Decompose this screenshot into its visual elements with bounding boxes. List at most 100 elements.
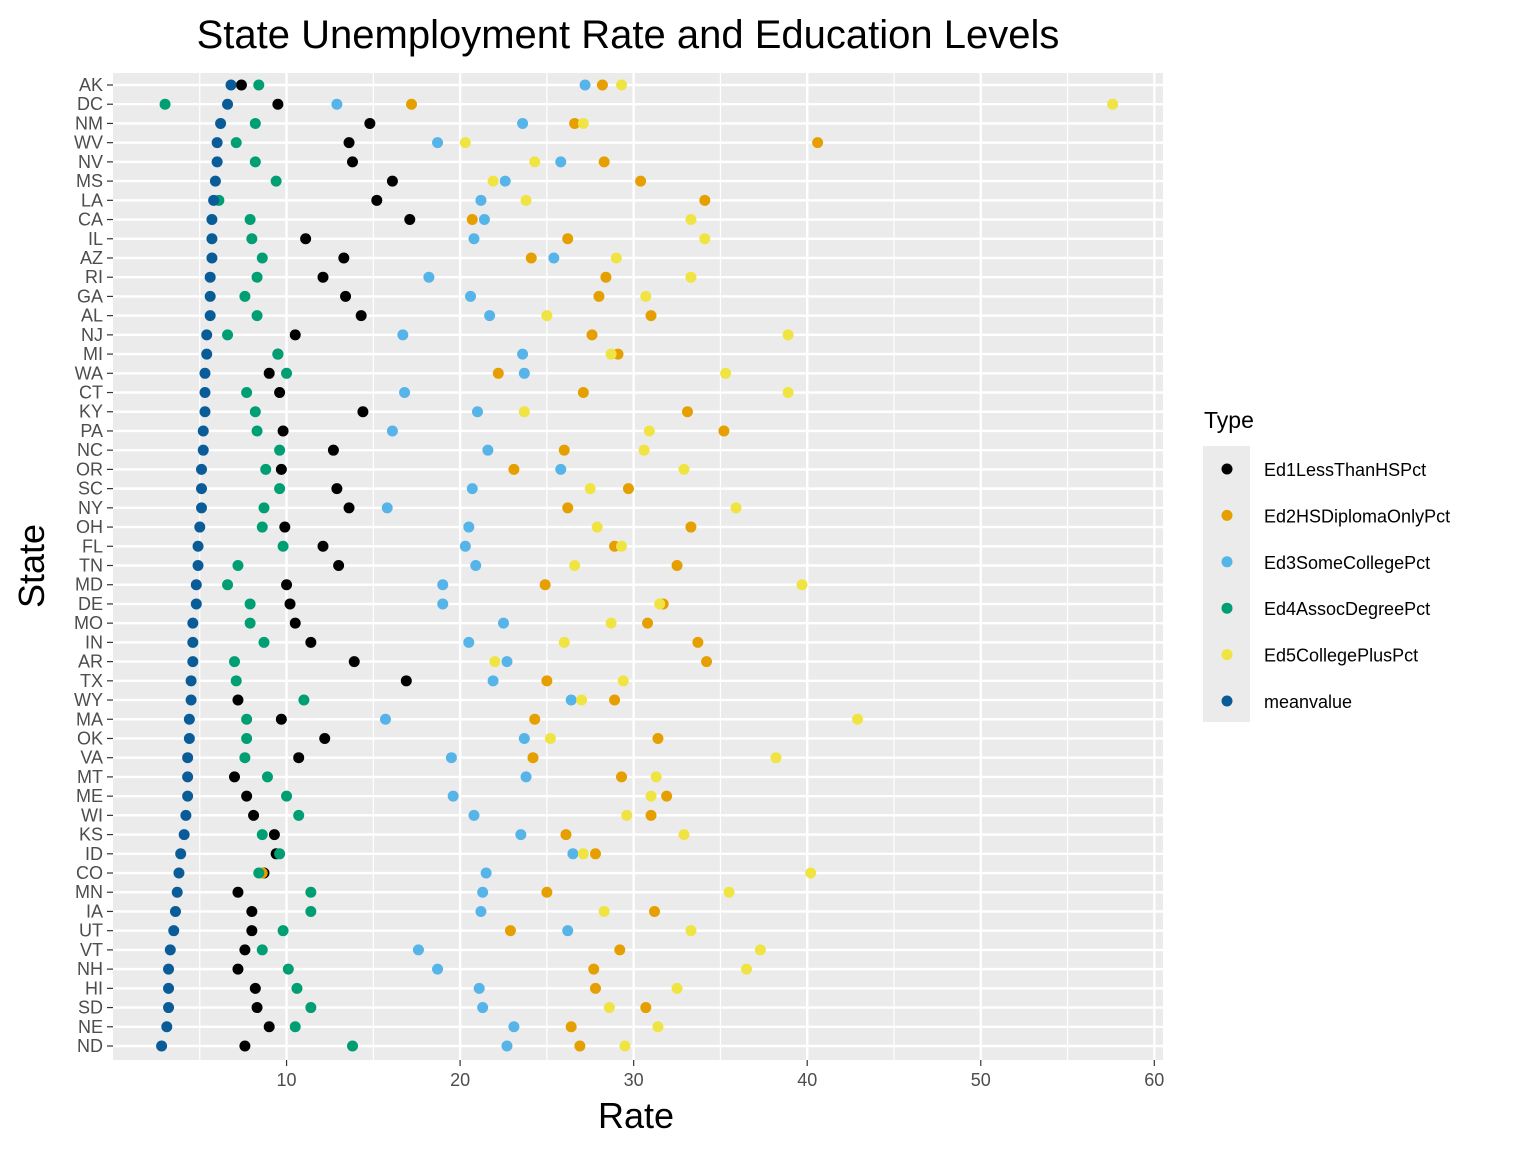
data-point bbox=[371, 194, 383, 206]
y-tick-label: RI bbox=[85, 267, 103, 287]
data-point bbox=[206, 252, 218, 264]
data-point bbox=[178, 829, 190, 841]
data-point bbox=[562, 233, 574, 245]
data-point bbox=[182, 771, 194, 783]
data-point bbox=[263, 1021, 275, 1033]
y-tick-label: IL bbox=[88, 229, 103, 249]
data-point bbox=[331, 98, 343, 110]
data-point bbox=[256, 829, 268, 841]
data-point bbox=[274, 848, 286, 860]
data-point bbox=[270, 175, 282, 187]
data-point bbox=[232, 560, 244, 571]
data-point bbox=[645, 310, 657, 322]
legend-key bbox=[1221, 649, 1233, 661]
data-point bbox=[244, 598, 256, 610]
data-point bbox=[740, 963, 752, 975]
data-point bbox=[317, 540, 329, 552]
data-point bbox=[754, 944, 766, 956]
y-tick-label: MD bbox=[75, 575, 103, 595]
data-point bbox=[477, 1002, 489, 1014]
data-point bbox=[468, 809, 480, 821]
data-point bbox=[274, 483, 286, 495]
data-point bbox=[562, 925, 574, 937]
data-point bbox=[289, 1021, 301, 1033]
data-point bbox=[558, 444, 570, 456]
y-tick-label: NY bbox=[78, 498, 103, 518]
data-point bbox=[256, 521, 268, 533]
legend-label: meanvalue bbox=[1264, 692, 1352, 712]
y-tick-marks: AKDCNMWVNVMSLACAILAZRIGAALNJMIWACTKYPANC… bbox=[74, 75, 113, 1056]
data-point bbox=[463, 636, 475, 648]
y-tick-label: ME bbox=[76, 786, 103, 806]
data-point bbox=[574, 1040, 586, 1052]
data-point bbox=[241, 713, 253, 725]
y-tick-label: WA bbox=[75, 363, 103, 383]
data-point bbox=[187, 617, 199, 629]
data-point bbox=[586, 329, 598, 341]
legend-key-background bbox=[1203, 446, 1250, 722]
y-tick-label: WY bbox=[74, 690, 103, 710]
y-tick-label: CT bbox=[79, 383, 103, 403]
legend-label: Ed3SomeCollegePct bbox=[1264, 553, 1430, 573]
data-point bbox=[364, 117, 376, 129]
data-point bbox=[187, 656, 199, 668]
data-point bbox=[473, 982, 485, 994]
data-point bbox=[518, 406, 530, 418]
y-tick-label: MT bbox=[77, 767, 103, 787]
data-point bbox=[701, 656, 713, 668]
y-tick-label: DC bbox=[77, 94, 103, 114]
y-tick-label: IA bbox=[86, 901, 103, 921]
data-point bbox=[347, 156, 359, 168]
data-point bbox=[279, 521, 291, 533]
legend-label: Ed4AssocDegreePct bbox=[1264, 599, 1430, 619]
data-point bbox=[197, 444, 209, 456]
y-tick-label: MS bbox=[76, 171, 103, 191]
data-point bbox=[190, 579, 202, 591]
data-point bbox=[246, 905, 258, 917]
data-point bbox=[404, 214, 416, 226]
data-point bbox=[685, 521, 697, 533]
data-point bbox=[244, 214, 256, 226]
data-point bbox=[241, 732, 253, 744]
data-point bbox=[642, 617, 654, 629]
data-point bbox=[605, 348, 617, 360]
y-tick-label: KS bbox=[79, 825, 103, 845]
data-point bbox=[614, 944, 626, 956]
data-point bbox=[501, 1040, 513, 1052]
data-point bbox=[699, 194, 711, 206]
data-point bbox=[222, 579, 234, 591]
data-point bbox=[567, 848, 579, 860]
data-point bbox=[518, 367, 530, 379]
y-tick-label: PA bbox=[80, 421, 103, 441]
data-point bbox=[204, 290, 216, 302]
data-point bbox=[685, 271, 697, 283]
data-point bbox=[281, 579, 293, 591]
data-point bbox=[598, 905, 610, 917]
y-axis-title: State bbox=[11, 524, 52, 608]
data-point bbox=[305, 886, 317, 898]
data-point bbox=[468, 233, 480, 245]
data-point bbox=[201, 348, 213, 360]
data-point bbox=[487, 675, 499, 687]
data-point bbox=[471, 406, 483, 418]
data-point bbox=[319, 732, 331, 744]
data-point bbox=[163, 1002, 175, 1014]
data-point bbox=[228, 656, 240, 668]
x-tick-marks: 10 20 30 40 50 60 bbox=[277, 1060, 1164, 1090]
data-point bbox=[230, 137, 242, 149]
y-tick-label: TN bbox=[79, 556, 103, 576]
data-point bbox=[423, 271, 435, 283]
data-point bbox=[650, 771, 662, 783]
data-point bbox=[555, 156, 567, 168]
data-point bbox=[156, 1040, 168, 1052]
data-point bbox=[239, 1040, 251, 1052]
data-point bbox=[671, 560, 683, 571]
data-point bbox=[343, 137, 355, 149]
data-point bbox=[232, 694, 244, 706]
data-point bbox=[183, 713, 195, 725]
y-tick-label: UT bbox=[79, 921, 103, 941]
data-point bbox=[652, 1021, 664, 1033]
data-point bbox=[609, 694, 621, 706]
data-point bbox=[171, 886, 183, 898]
